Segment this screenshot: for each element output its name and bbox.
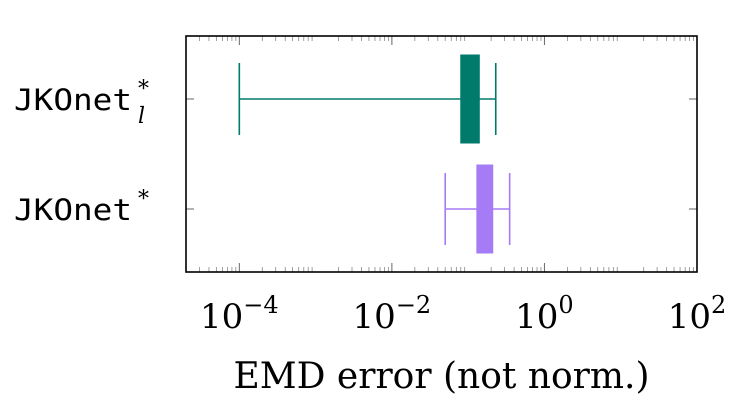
x-tick-label: 102 — [668, 291, 727, 337]
y-category-label: JKOnet — [14, 83, 132, 117]
box-iqr — [476, 164, 494, 254]
x-tick-label: 100 — [515, 291, 574, 337]
major-tick-marks — [186, 36, 698, 272]
box-iqr — [460, 54, 480, 144]
y-category-superscript: * — [138, 187, 149, 212]
minor-tick-marks — [185, 36, 694, 272]
x-tick-labels: 10−4 10−2 100 102 — [200, 291, 726, 337]
y-category-superscript: * — [138, 77, 149, 102]
x-tick-label: 10−2 — [353, 291, 432, 337]
plot-frame — [185, 35, 698, 273]
x-axis-label: EMD error (not norm.) — [233, 356, 649, 397]
y-category-label: JKOnet — [14, 193, 132, 227]
y-category-subscript: l — [138, 104, 145, 129]
box-series — [238, 54, 511, 254]
x-tick-label: 10−4 — [200, 291, 279, 337]
